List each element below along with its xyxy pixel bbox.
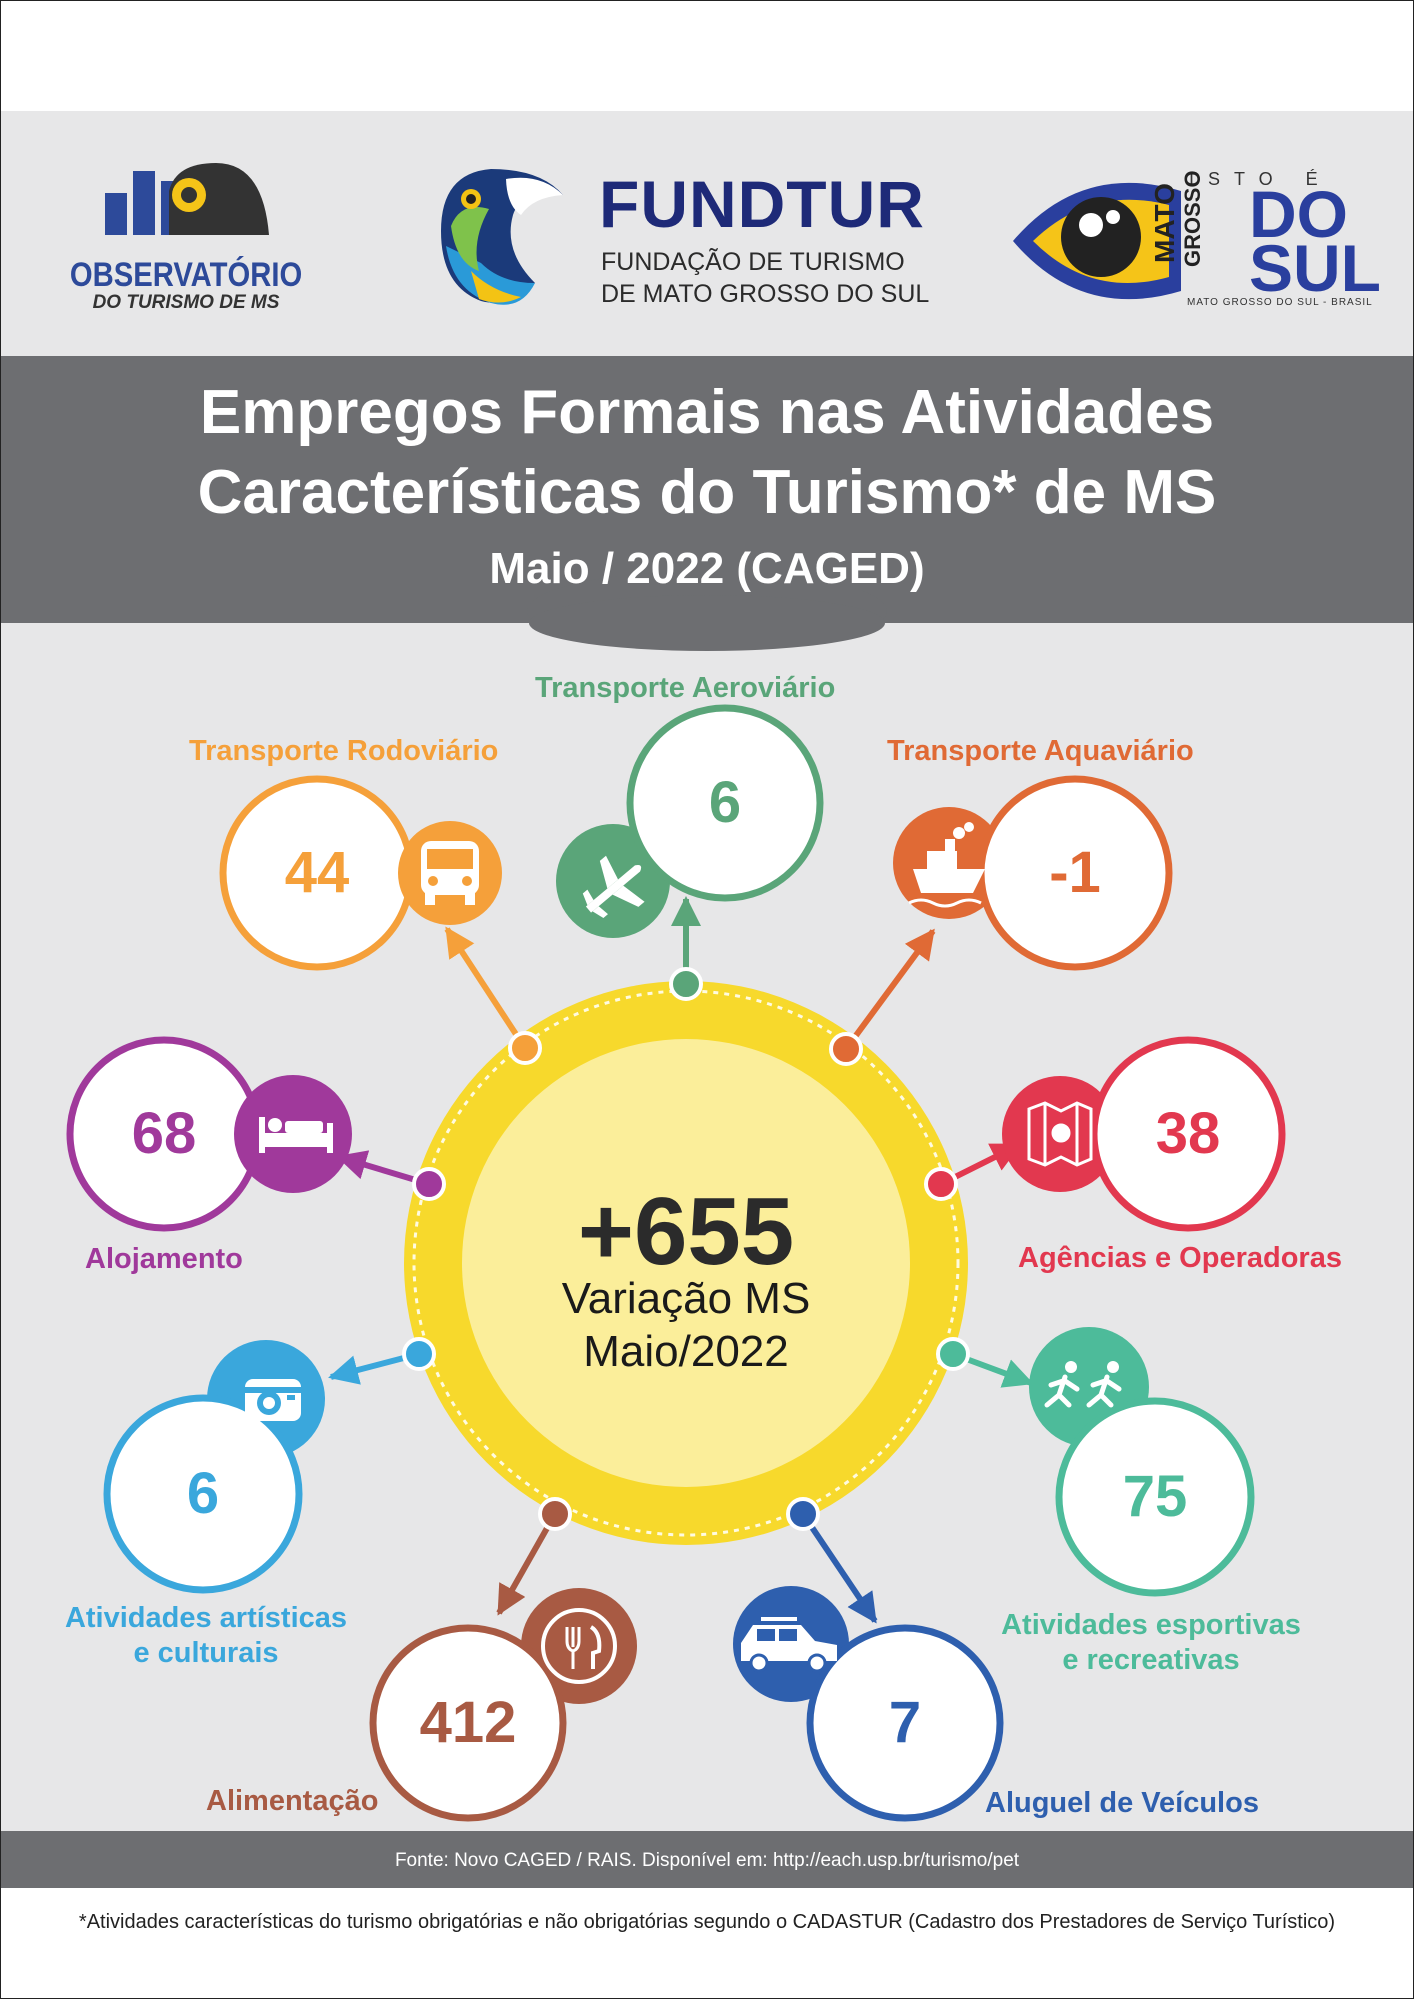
observatorio-subtitle: DO TURISMO DE MS bbox=[92, 292, 280, 313]
fundtur-subtitle-line1: FUNDAÇÃO DE TURISMO bbox=[601, 248, 905, 276]
car-icon bbox=[741, 1617, 837, 1673]
aeroviario-value: 6 bbox=[708, 770, 742, 835]
fundtur-name: FUNDTUR bbox=[599, 167, 925, 241]
artisticas-label-line2: e culturais bbox=[133, 1637, 279, 1669]
fork-knife-icon bbox=[541, 1608, 617, 1684]
artisticas-node bbox=[103, 1340, 325, 1594]
alimentacao-node bbox=[369, 1588, 637, 1822]
aeroviario-label: Transporte Aeroviário bbox=[535, 672, 836, 704]
source-band bbox=[1, 1831, 1413, 1888]
agencias-label: Agências e Operadoras bbox=[1018, 1242, 1342, 1274]
ms-logo-do: DO bbox=[1249, 177, 1348, 251]
agencias-node bbox=[1002, 1036, 1286, 1232]
camera-icon bbox=[245, 1379, 301, 1421]
ship-icon bbox=[908, 822, 985, 908]
agencias-value: 38 bbox=[1155, 1101, 1221, 1166]
rodoviario-value: 44 bbox=[284, 840, 350, 905]
veiculos-node bbox=[733, 1586, 1004, 1822]
total-variation-period: Maio/2022 bbox=[583, 1327, 789, 1376]
ms-eye-logo bbox=[1013, 182, 1181, 300]
title-line1: Empregos Formais nas Atividades bbox=[199, 378, 1215, 447]
footnote-text: *Atividades características do turismo o… bbox=[78, 1911, 1336, 1933]
title-line2: Características do Turismo* de MS bbox=[197, 458, 1217, 527]
map-icon bbox=[1027, 1101, 1093, 1167]
aquaviario-label: Transporte Aquaviário bbox=[887, 735, 1194, 767]
ms-logo-grosso: GROSSO bbox=[1180, 170, 1205, 267]
fundtur-subtitle-line2: DE MATO GROSSO DO SUL bbox=[601, 280, 930, 308]
ms-logo-mato: MATO bbox=[1149, 183, 1180, 263]
alimentacao-label: Alimentação bbox=[206, 1785, 379, 1817]
alimentacao-value: 412 bbox=[419, 1690, 517, 1755]
esportivas-label-line1: Atividades esportivas bbox=[1001, 1609, 1301, 1641]
artisticas-label-line1: Atividades artísticas bbox=[64, 1602, 348, 1634]
runners-icon bbox=[1044, 1361, 1122, 1408]
esportivas-value: 75 bbox=[1122, 1464, 1188, 1529]
connectors bbox=[328, 896, 1034, 1624]
total-variation-label: Variação MS bbox=[561, 1274, 811, 1323]
source-text: Fonte: Novo CAGED / RAIS. Disponível em:… bbox=[394, 1850, 1020, 1871]
ms-logo-sul: SUL bbox=[1249, 231, 1381, 305]
rodoviario-label: Transporte Rodoviário bbox=[189, 735, 499, 767]
rodoviario-node bbox=[219, 775, 502, 971]
esportivas-node bbox=[1029, 1327, 1255, 1597]
veiculos-label: Aluguel de Veículos bbox=[985, 1787, 1259, 1819]
alojamento-node bbox=[66, 1036, 352, 1232]
ms-logo-isto: ISTO É bbox=[1189, 169, 1332, 189]
page-title: Empregos Formais nas Atividades Caracter… bbox=[1, 373, 1413, 533]
ms-logo-brasil: MATO GROSSO DO SUL - BRASIL bbox=[1187, 297, 1373, 308]
alojamento-label: Alojamento bbox=[85, 1243, 243, 1275]
observatorio-name: OBSERVATÓRIO bbox=[69, 256, 303, 294]
alojamento-value: 68 bbox=[131, 1101, 197, 1166]
artisticas-value: 6 bbox=[186, 1461, 220, 1526]
esportivas-label-line2: e recreativas bbox=[1062, 1644, 1240, 1676]
bed-icon bbox=[259, 1117, 333, 1153]
veiculos-value: 7 bbox=[888, 1690, 922, 1755]
observatorio-logo bbox=[105, 163, 269, 235]
fundtur-bird-logo bbox=[441, 169, 563, 305]
aquaviario-value: -1 bbox=[1049, 840, 1101, 905]
aquaviario-node bbox=[893, 775, 1173, 971]
page-subtitle: Maio / 2022 (CAGED) bbox=[489, 544, 925, 593]
aeroviario-node bbox=[556, 704, 824, 938]
airplane-icon bbox=[582, 855, 645, 918]
bus-icon bbox=[421, 841, 479, 905]
center-hub bbox=[404, 981, 968, 1545]
total-variation-value: +655 bbox=[577, 1178, 795, 1285]
